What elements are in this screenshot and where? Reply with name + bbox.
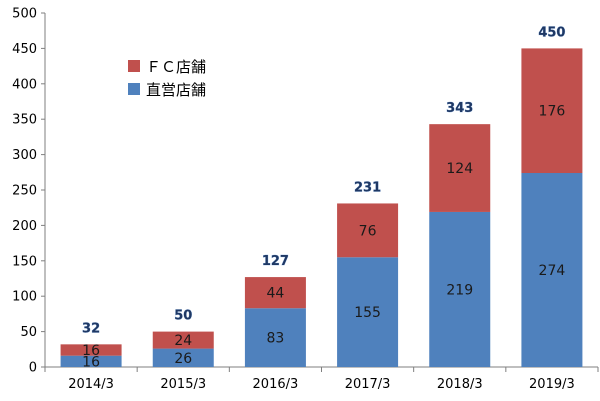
data-label-fc: 24 (174, 333, 192, 349)
y-tick-label: 300 (12, 148, 37, 163)
bar-segment-fc (521, 48, 583, 174)
y-axis: 0 50 100 150 200 250 300 350 400 450 500 (12, 7, 46, 376)
x-tick-label: 2015/3 (160, 377, 206, 392)
total-label: 231 (354, 180, 381, 195)
y-tick-label: 400 (12, 77, 37, 92)
legend: ＦＣ店舗 直営店舗 (128, 58, 206, 99)
bar-segment-direct (244, 308, 306, 367)
bar-segment-direct (429, 211, 491, 367)
y-tick-label: 500 (12, 7, 37, 22)
bar-segment-fc (152, 331, 214, 349)
y-tick-label: 150 (12, 254, 37, 269)
x-tick-label: 2018/3 (437, 377, 483, 392)
y-tick-label: 350 (12, 113, 37, 128)
legend-swatch-fc (128, 60, 140, 72)
data-label-direct: 274 (539, 263, 566, 279)
legend-swatch-direct (128, 83, 140, 95)
total-label: 32 (82, 321, 100, 336)
legend-label-direct: 直営店舗 (146, 81, 206, 99)
x-tick-label: 2014/3 (68, 377, 114, 392)
bar-segment-direct (152, 348, 214, 367)
total-label: 343 (446, 101, 473, 116)
bar-segment-direct (337, 257, 399, 367)
bar-segment-direct (60, 355, 122, 367)
total-label: 50 (174, 309, 192, 324)
data-label-direct: 219 (446, 282, 473, 298)
y-tick-label: 50 (20, 325, 37, 340)
bar-segment-fc (244, 277, 306, 309)
y-tick-label: 100 (12, 290, 37, 305)
total-label: 127 (262, 254, 289, 269)
total-label: 450 (538, 25, 565, 40)
data-label-fc: 16 (82, 343, 100, 359)
data-label-fc: 124 (446, 161, 473, 177)
x-tick-label: 2019/3 (529, 377, 575, 392)
x-tick-label: 2017/3 (345, 377, 391, 392)
data-label-fc: 76 (359, 223, 377, 239)
y-tick-label: 200 (12, 219, 37, 234)
y-tick-label: 0 (29, 361, 37, 376)
legend-label-fc: ＦＣ店舗 (146, 58, 206, 76)
y-tick-label: 450 (12, 42, 37, 57)
x-axis: 2014/3 2015/3 2016/3 2017/3 2018/3 2019/3 (44, 366, 599, 392)
data-label-direct: 26 (174, 351, 192, 367)
bar-segment-fc (337, 203, 399, 258)
data-label-fc: 44 (267, 286, 285, 302)
bar-segment-fc (60, 344, 122, 356)
data-label-fc: 176 (539, 104, 566, 120)
bar-segment-direct (521, 173, 583, 367)
data-label-direct: 155 (354, 305, 381, 321)
x-tick-label: 2016/3 (253, 377, 299, 392)
y-tick-label: 250 (12, 184, 37, 199)
bar-segment-fc (429, 124, 491, 212)
data-label-direct: 83 (267, 331, 285, 347)
data-label-direct: 16 (82, 354, 100, 370)
